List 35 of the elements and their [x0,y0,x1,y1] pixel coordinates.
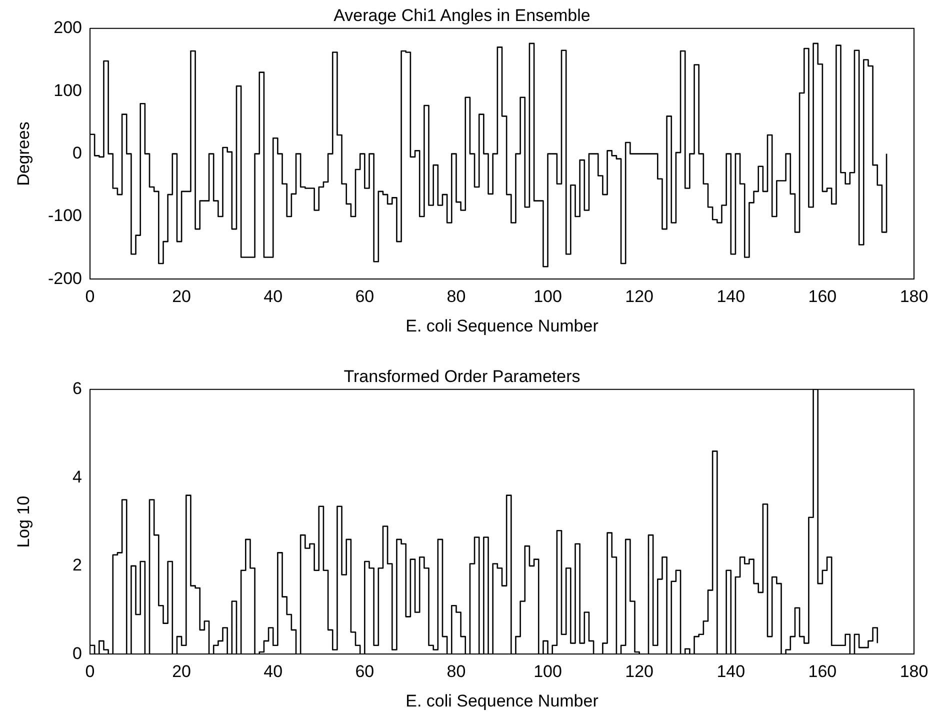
x-tick-label: 80 [446,662,466,682]
y-tick-label: 100 [54,80,82,100]
y-tick-label: 6 [72,379,82,398]
chart-title: Average Chi1 Angles in Ensemble [334,6,590,25]
chart-title: Transformed Order Parameters [344,366,580,386]
x-tick-label: 120 [625,662,654,682]
y-tick-label: 2 [72,556,82,575]
x-tick-label: 100 [534,662,562,682]
y-tick-label: 0 [72,143,82,162]
x-tick-label: 180 [900,287,928,306]
x-tick-label: 20 [172,287,192,306]
x-tick-label: 160 [808,287,837,306]
x-tick-label: 160 [808,662,837,682]
x-tick-label: 0 [85,287,95,306]
y-tick-label: -100 [48,206,82,226]
x-tick-label: 180 [900,662,928,682]
y-tick-label: 4 [72,467,82,486]
x-tick-label: 140 [716,662,746,682]
x-tick-label: 40 [264,662,283,682]
x-tick-label: 40 [264,287,283,306]
x-tick-label: 120 [625,287,654,306]
y-axis-title: Log 10 [14,496,33,548]
y-tick-label: 0 [72,644,82,663]
x-axis-title: E. coli Sequence Number [406,691,599,710]
x-tick-label: 100 [534,287,562,306]
y-axis-title: Degrees [14,122,33,186]
y-tick-label: -200 [48,268,82,288]
y-tick-label: 200 [54,18,82,38]
x-tick-label: 80 [446,287,466,306]
x-tick-label: 60 [355,662,374,682]
x-tick-label: 140 [716,287,746,306]
x-axis-title: E. coli Sequence Number [406,316,599,336]
x-tick-label: 0 [85,662,95,682]
x-tick-label: 60 [355,287,374,306]
x-tick-label: 20 [172,662,192,682]
